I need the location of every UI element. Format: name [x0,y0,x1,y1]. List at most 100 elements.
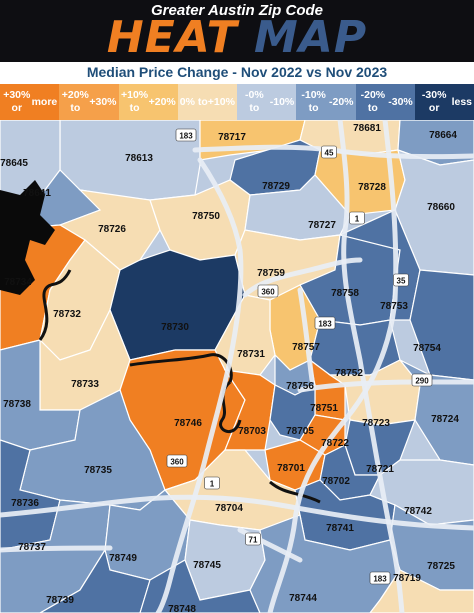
zip-label: 78702 [322,476,350,487]
shield-background [314,316,336,330]
shield-number: 1 [210,480,215,489]
shield-background [349,211,365,225]
zip-label: 78705 [286,426,314,437]
zip-label: 78752 [335,368,363,379]
zip-label: 78750 [192,211,220,222]
zip-label: 78724 [431,414,459,425]
zip-label: 78727 [308,220,336,231]
zip-label: 78746 [174,418,202,429]
zip-label: 78721 [366,464,394,475]
zip-label: 78728 [358,182,386,193]
zip-label: 78664 [429,130,457,141]
shield-number: 35 [397,277,406,286]
legend-label: +30% or [3,89,31,114]
legend: +30% or more +20% to +30% +10% to +20% 0% to +1… [0,84,474,120]
shield-number: 1 [355,215,360,224]
zip-region [38,548,151,613]
highway-shield: 290 [411,373,433,387]
highway-shield: 360 [257,284,279,298]
shield-number: 71 [249,536,258,545]
highway-shields: 183 45 1 35 360 183 290 360 1 71 183 [166,128,433,585]
zip-label: 78749 [109,553,137,564]
zip-label: 78731 [237,349,265,360]
zip-label: 78756 [286,381,314,392]
zip-label: 78719 [393,573,421,584]
legend-label: +20% [148,95,176,108]
highway [0,545,113,553]
zip-label: 78738 [3,399,31,410]
highway [155,157,244,613]
zip-label: 78739 [46,595,74,606]
subtitle-bar: Median Price Change - Nov 2022 vs Nov 20… [0,62,474,84]
zip-label: 78744 [289,593,317,604]
highway [237,527,303,563]
zip-label: 78745 [193,560,221,571]
shield-number: 183 [373,575,387,584]
zip-label: 78701 [277,463,305,474]
river [38,269,72,341]
zip-label: 78736 [11,498,39,509]
highway-shield: 183 [314,316,336,330]
zip-label: 78757 [292,342,320,353]
main-title: HEAT MAP [0,16,474,60]
river [269,480,321,504]
legend-item: +20% to +30% [59,84,119,120]
highway [267,120,399,613]
highway-shield: 71 [245,532,261,546]
shield-number: 45 [325,149,334,158]
zip-label: 78723 [362,418,390,429]
zip-label: 78730 [161,322,189,333]
zip-label: 78753 [380,301,408,312]
shield-number: 290 [415,377,429,386]
shield-number: 360 [261,288,275,297]
highway-shield: 35 [393,273,409,287]
zip-label: 78754 [413,343,441,354]
highway-shield: 183 [369,571,391,585]
zip-label: 78737 [18,542,46,553]
shield-number: 183 [318,320,332,329]
highway-shield: 360 [166,454,188,468]
zip-label: 78645 [0,158,28,169]
legend-label: +10% [207,95,235,108]
highway-shield: 1 [204,476,220,490]
shield-background [257,284,279,298]
shield-background [166,454,188,468]
legend-label: +30% [89,95,117,108]
zip-label: 78725 [427,561,455,572]
legend-item: +10% to +20% [118,84,178,120]
title-heat: HEAT [106,12,238,63]
legend-label: -30% [388,95,413,108]
legend-label: -20% to [360,89,386,114]
zip-label: 78641 [23,188,51,199]
legend-item: -30% or less [414,84,474,120]
highway [337,120,405,613]
zip-label: 78681 [353,123,381,134]
zip-label: 78704 [215,503,243,514]
zip-label: 78735 [84,465,112,476]
zip-label: 78748 [168,604,196,613]
highway [297,287,315,383]
highway [242,257,363,298]
zip-label: 78726 [98,224,126,235]
title-map: MAP [253,12,368,63]
zip-label: 78758 [331,288,359,299]
shield-background [393,273,409,287]
zip-label: 78759 [257,268,285,279]
zip-label: 78722 [321,438,349,449]
shield-number: 183 [179,132,193,141]
legend-label: more [31,95,58,108]
highway [0,494,474,531]
zip-label: 78717 [218,132,246,143]
zip-labels: 78613 78717 78681 78664 78645 78641 78729 78728… [0,123,459,613]
zip-regions [0,120,474,613]
legend-item: +30% or more [0,84,60,120]
shield-background [204,476,220,490]
zip-label: 78734 [4,277,32,288]
zip-label: 78732 [53,309,81,320]
shield-number: 360 [170,458,184,467]
zip-label: 78729 [262,181,290,192]
highway-shield: 45 [321,145,337,159]
zip-label: 78742 [404,506,432,517]
